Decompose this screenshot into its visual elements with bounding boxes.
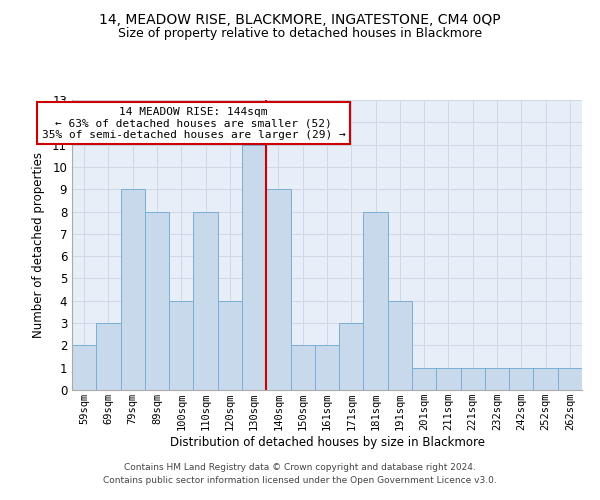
- Bar: [412, 368, 436, 390]
- Bar: [436, 368, 461, 390]
- Text: 14, MEADOW RISE, BLACKMORE, INGATESTONE, CM4 0QP: 14, MEADOW RISE, BLACKMORE, INGATESTONE,…: [99, 12, 501, 26]
- Y-axis label: Number of detached properties: Number of detached properties: [32, 152, 45, 338]
- Bar: [121, 189, 145, 390]
- Bar: [364, 212, 388, 390]
- Bar: [266, 189, 290, 390]
- Bar: [169, 301, 193, 390]
- Bar: [533, 368, 558, 390]
- Bar: [72, 346, 96, 390]
- Bar: [96, 323, 121, 390]
- Bar: [558, 368, 582, 390]
- Text: Distribution of detached houses by size in Blackmore: Distribution of detached houses by size …: [170, 436, 485, 449]
- Bar: [290, 346, 315, 390]
- Text: Contains public sector information licensed under the Open Government Licence v3: Contains public sector information licen…: [103, 476, 497, 485]
- Bar: [509, 368, 533, 390]
- Text: Size of property relative to detached houses in Blackmore: Size of property relative to detached ho…: [118, 28, 482, 40]
- Bar: [218, 301, 242, 390]
- Text: Contains HM Land Registry data © Crown copyright and database right 2024.: Contains HM Land Registry data © Crown c…: [124, 464, 476, 472]
- Bar: [461, 368, 485, 390]
- Bar: [193, 212, 218, 390]
- Bar: [315, 346, 339, 390]
- Bar: [485, 368, 509, 390]
- Bar: [339, 323, 364, 390]
- Text: 14 MEADOW RISE: 144sqm
← 63% of detached houses are smaller (52)
35% of semi-det: 14 MEADOW RISE: 144sqm ← 63% of detached…: [41, 106, 346, 140]
- Bar: [242, 144, 266, 390]
- Bar: [388, 301, 412, 390]
- Bar: [145, 212, 169, 390]
